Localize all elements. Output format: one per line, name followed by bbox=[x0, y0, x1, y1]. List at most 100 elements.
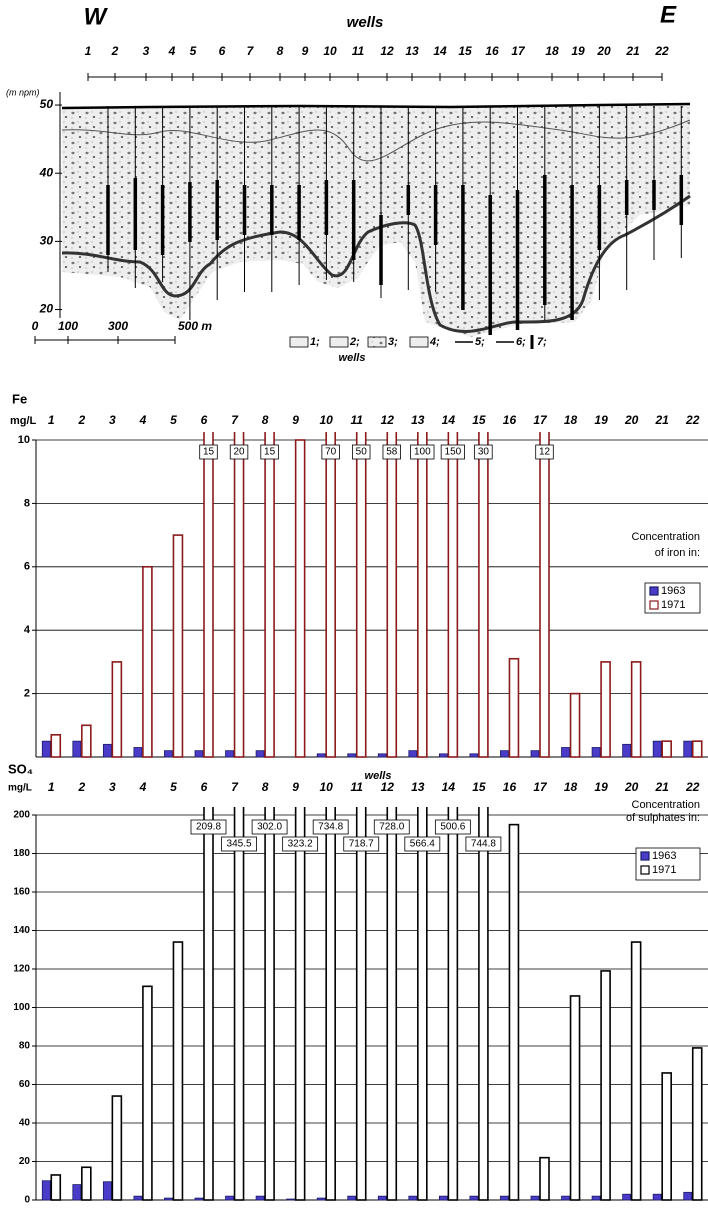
value-label: 500.6 bbox=[440, 822, 465, 833]
bar bbox=[173, 535, 182, 757]
well-number: 15 bbox=[458, 44, 472, 58]
x-tick-label: 20 bbox=[624, 780, 639, 794]
legend-label: 1971 bbox=[661, 599, 685, 611]
x-tick-label: 18 bbox=[564, 413, 578, 427]
bar bbox=[42, 741, 50, 757]
bar bbox=[378, 754, 386, 757]
y-tick-label: 4 bbox=[24, 624, 31, 636]
y-tick-label: 200 bbox=[13, 810, 30, 821]
section-title: wells bbox=[347, 14, 384, 31]
x-tick-label: 11 bbox=[350, 780, 363, 794]
bar bbox=[82, 725, 91, 757]
y-tick-label: 8 bbox=[24, 497, 30, 509]
bar bbox=[296, 440, 305, 757]
x-tick-label: 9 bbox=[292, 413, 299, 427]
x-tick-label: 21 bbox=[655, 413, 670, 427]
x-tick-label: 2 bbox=[77, 780, 85, 794]
well-number: 18 bbox=[545, 44, 559, 58]
x-tick-label: 21 bbox=[655, 780, 670, 794]
bar bbox=[684, 741, 692, 757]
legend-label: 5; bbox=[475, 336, 485, 348]
well-number: 12 bbox=[380, 44, 394, 58]
bar bbox=[632, 662, 641, 757]
bar bbox=[571, 694, 580, 757]
well-number: 21 bbox=[625, 44, 640, 58]
well-number: 8 bbox=[277, 44, 284, 58]
bar bbox=[509, 659, 518, 757]
bar bbox=[592, 747, 600, 757]
x-tick-label: 6 bbox=[201, 413, 208, 427]
well-number: 17 bbox=[511, 44, 526, 58]
well-number: 16 bbox=[485, 44, 499, 58]
bar bbox=[164, 1198, 172, 1200]
bar bbox=[173, 942, 182, 1200]
bar bbox=[378, 1196, 386, 1200]
legend-swatch bbox=[330, 337, 348, 347]
bar bbox=[662, 1073, 671, 1200]
scale-label: 0 bbox=[32, 319, 39, 333]
legend-swatch bbox=[641, 852, 649, 860]
x-tick-label: 20 bbox=[624, 413, 639, 427]
bar bbox=[592, 1196, 600, 1200]
bar bbox=[348, 1196, 356, 1200]
bar bbox=[693, 741, 702, 757]
bar bbox=[601, 662, 610, 757]
value-label: 58 bbox=[386, 447, 398, 458]
x-tick-label: 13 bbox=[411, 780, 425, 794]
annotation: Concentration bbox=[632, 799, 701, 811]
value-label: 30 bbox=[478, 447, 490, 458]
bar bbox=[317, 754, 325, 757]
bar bbox=[51, 1175, 60, 1200]
well-number: 4 bbox=[168, 44, 176, 58]
bar bbox=[226, 751, 234, 757]
x-tick-label: 14 bbox=[442, 413, 456, 427]
legend-label: 3; bbox=[388, 336, 398, 348]
y-tick-label: 60 bbox=[19, 1079, 31, 1090]
x-tick-label: 11 bbox=[350, 413, 363, 427]
value-label: 566.4 bbox=[410, 839, 435, 850]
bar bbox=[662, 741, 671, 757]
x-tick-label: 5 bbox=[170, 780, 177, 794]
legend-label: 6; bbox=[516, 336, 526, 348]
y-tick-label: 20 bbox=[19, 1156, 31, 1167]
alluvium bbox=[62, 104, 690, 337]
well-number: 6 bbox=[219, 44, 226, 58]
y-axis-unit: mg/L bbox=[8, 783, 32, 794]
x-tick-label: 5 bbox=[170, 413, 177, 427]
value-label: 718.7 bbox=[349, 839, 374, 850]
well-number: 9 bbox=[302, 44, 309, 58]
bar bbox=[287, 1199, 295, 1200]
well-number: 13 bbox=[405, 44, 419, 58]
bar bbox=[112, 662, 121, 757]
figure: W wells E (m npm) 1234567891011121314151… bbox=[0, 0, 708, 1208]
y-axis-title: Fe bbox=[12, 391, 27, 406]
value-label: 744.8 bbox=[471, 839, 496, 850]
bar bbox=[82, 1167, 91, 1200]
legend-swatch bbox=[290, 337, 308, 347]
bar bbox=[439, 1196, 447, 1200]
x-tick-label: 17 bbox=[533, 780, 548, 794]
y-tick-label: 80 bbox=[19, 1041, 31, 1052]
bar bbox=[226, 1196, 234, 1200]
y-tick-label: 140 bbox=[13, 925, 30, 936]
x-tick-label: 10 bbox=[320, 413, 334, 427]
bar bbox=[531, 1196, 539, 1200]
bar bbox=[112, 1096, 121, 1200]
x-tick-label: 4 bbox=[139, 780, 147, 794]
bar bbox=[653, 741, 661, 757]
bar bbox=[601, 971, 610, 1200]
x-axis-title: wells bbox=[339, 352, 366, 364]
bar bbox=[143, 567, 152, 757]
x-tick-label: 14 bbox=[442, 780, 456, 794]
x-tick-label: 2 bbox=[77, 413, 85, 427]
x-tick-label: 12 bbox=[381, 780, 395, 794]
bar bbox=[562, 1196, 570, 1200]
x-tick-label: 1 bbox=[48, 413, 55, 427]
bar bbox=[195, 1198, 203, 1200]
x-tick-label: 16 bbox=[503, 780, 517, 794]
x-tick-label: 10 bbox=[320, 780, 334, 794]
value-label: 15 bbox=[264, 447, 276, 458]
value-label: 15 bbox=[203, 447, 215, 458]
east-label: E bbox=[660, 1, 677, 28]
y-tick-label: 100 bbox=[13, 1002, 30, 1013]
